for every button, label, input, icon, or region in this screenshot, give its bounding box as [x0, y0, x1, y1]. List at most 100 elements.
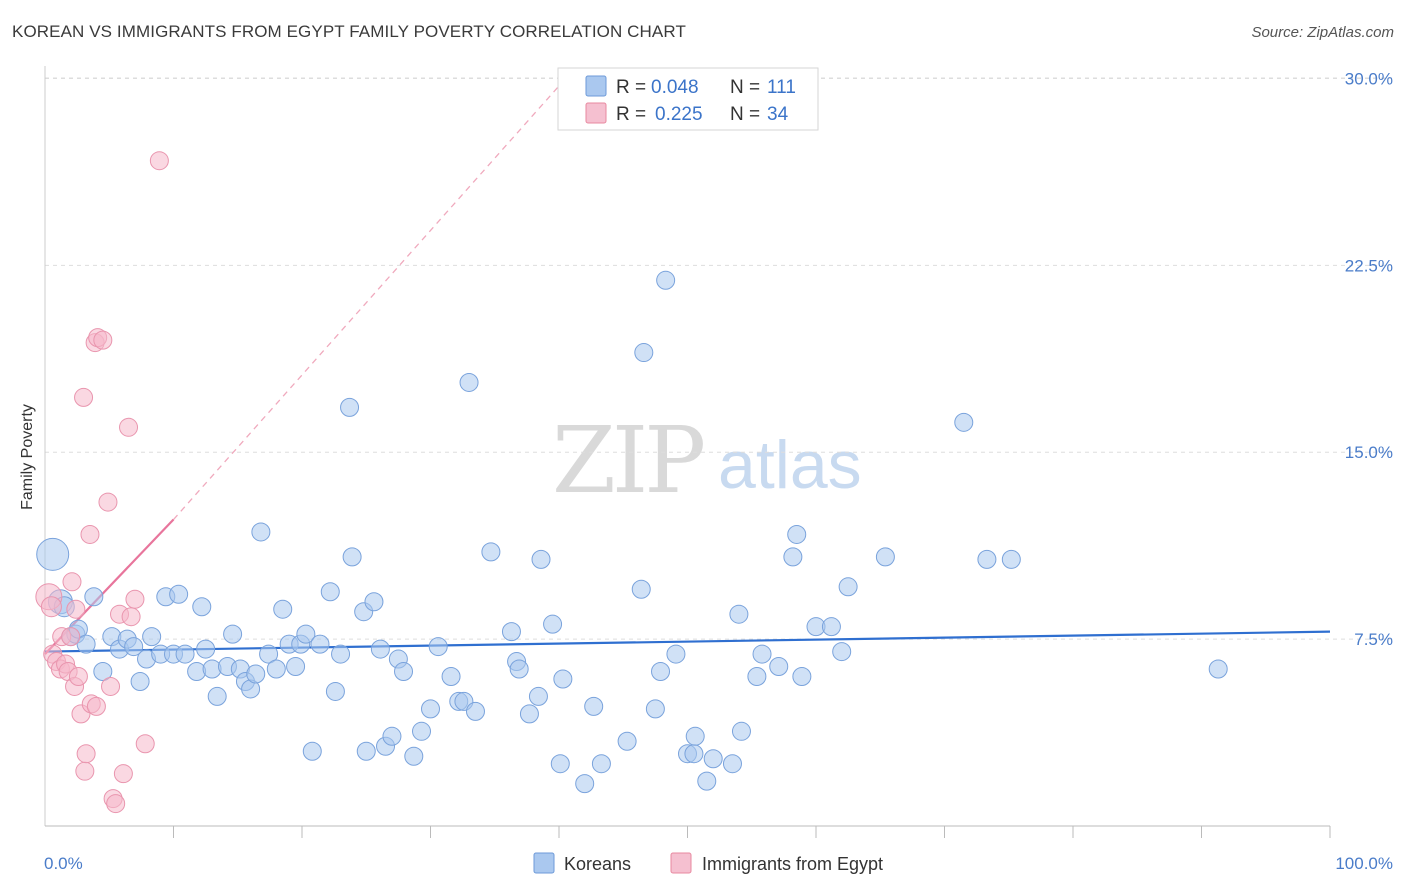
bottom-legend-label-egypt: Immigrants from Egypt [702, 854, 883, 874]
koreans-point-15 [142, 627, 162, 647]
egypt-point-22 [93, 330, 113, 350]
legend-r-label-2: R = [616, 104, 646, 125]
egypt-point-12 [68, 666, 88, 686]
koreans-point-96 [787, 524, 807, 544]
koreans-point-83 [666, 644, 686, 664]
koreans-point-85 [684, 744, 704, 764]
egypt-point-32 [135, 734, 155, 754]
egypt-point-9 [62, 572, 82, 592]
egypt-point-15 [75, 761, 95, 781]
koreans-point-101 [838, 577, 858, 597]
koreans-point-23 [196, 639, 216, 659]
legend-n-value-1: 111 [767, 77, 796, 98]
legend-n-label-1: N = [730, 77, 760, 98]
koreans-point-87 [697, 771, 717, 791]
egypt-point-14 [74, 387, 94, 407]
koreans-point-52 [382, 726, 402, 746]
koreans-point-32 [251, 522, 271, 542]
koreans-point-106 [1208, 659, 1228, 679]
y-tick-labels: 7.5% 15.0% 22.5% 30.0% [1345, 69, 1393, 649]
egypt-point-31 [125, 589, 145, 609]
koreans-point-56 [412, 721, 432, 741]
legend-r-value-2: 0.225 [655, 104, 703, 125]
watermark: ZIP atlas [552, 407, 862, 514]
koreans-point-62 [459, 372, 479, 392]
koreans-point-19 [169, 584, 189, 604]
koreans-point-49 [364, 592, 384, 612]
koreans-point-20 [175, 644, 195, 664]
egypt-point-17 [80, 524, 100, 544]
koreans-point-94 [769, 657, 789, 677]
koreans-point-77 [617, 731, 637, 751]
egypt-point-16 [76, 744, 96, 764]
koreans-point-67 [509, 659, 529, 679]
koreans-point-97 [792, 666, 812, 686]
koreans-point-103 [954, 412, 974, 432]
y-tick-label-0: 7.5% [1354, 630, 1393, 649]
x-tick-label-1: 100.0% [1335, 854, 1393, 873]
legend-r-label-1: R = [616, 77, 646, 98]
legend-swatch-egypt [585, 102, 607, 124]
gridlines [45, 77, 1392, 640]
koreans-point-44 [331, 644, 351, 664]
koreans-point-82 [656, 270, 676, 290]
koreans-point-37 [286, 657, 306, 677]
trend-line-koreans [44, 630, 1331, 653]
koreans-point-6 [76, 634, 96, 654]
koreans-point-68 [519, 704, 539, 724]
koreans-point-86 [685, 726, 705, 746]
koreans-point-90 [729, 604, 749, 624]
koreans-point-46 [342, 547, 362, 567]
x-tick-labels: 0.0% 100.0% [44, 854, 1393, 873]
koreans-point-104 [977, 549, 997, 569]
legend-swatch-koreans [585, 75, 607, 97]
koreans-point-80 [645, 699, 665, 719]
koreans-point-33 [259, 644, 279, 664]
koreans-point-42 [320, 582, 340, 602]
koreans-point-50 [370, 639, 390, 659]
y-tick-label-1: 15.0% [1345, 443, 1393, 462]
koreans-point-74 [575, 774, 595, 794]
koreans-point-100 [832, 642, 852, 662]
egypt-points [35, 151, 169, 814]
koreans-point-31 [246, 664, 266, 684]
koreans-point-45 [340, 397, 360, 417]
koreans-point-40 [302, 741, 322, 761]
koreans-point-43 [325, 681, 345, 701]
koreans-point-39 [296, 624, 316, 644]
legend-n-label-2: N = [730, 104, 760, 125]
koreans-point-57 [421, 699, 440, 719]
egypt-point-30 [121, 607, 141, 627]
koreans-point-8 [93, 662, 113, 682]
egypt-point-33 [149, 151, 169, 171]
koreans-point-72 [550, 754, 570, 774]
x-tick-label-0: 0.0% [44, 854, 83, 873]
koreans-point-35 [273, 599, 293, 619]
koreans-point-58 [428, 637, 448, 657]
koreans-point-81 [651, 662, 671, 682]
koreans-point-93 [752, 644, 772, 664]
egypt-point-23 [98, 492, 118, 512]
egypt-point-28 [113, 764, 133, 784]
watermark-atlas: atlas [718, 427, 862, 503]
watermark-zip: ZIP [552, 407, 703, 514]
koreans-point-12 [124, 637, 144, 657]
egypt-point-11 [66, 599, 86, 619]
axes [44, 66, 1331, 838]
bottom-legend-swatch-egypt [670, 852, 692, 874]
koreans-point-91 [731, 721, 751, 741]
koreans-point-79 [634, 343, 654, 363]
trend-lines [44, 85, 1331, 655]
koreans-point-76 [591, 754, 611, 774]
koreans-point-22 [192, 597, 212, 617]
chart-title: KOREAN VS IMMIGRANTS FROM EGYPT FAMILY P… [12, 22, 686, 41]
bottom-legend-swatch-koreans [533, 852, 555, 874]
egypt-point-26 [106, 794, 126, 814]
koreans-point-70 [531, 549, 551, 569]
y-tick-label-2: 22.5% [1345, 256, 1393, 275]
koreans-point-71 [543, 614, 563, 634]
koreans-points [36, 270, 1228, 794]
koreans-point-78 [631, 579, 651, 599]
legend-r-value-1: 0.048 [651, 77, 699, 98]
